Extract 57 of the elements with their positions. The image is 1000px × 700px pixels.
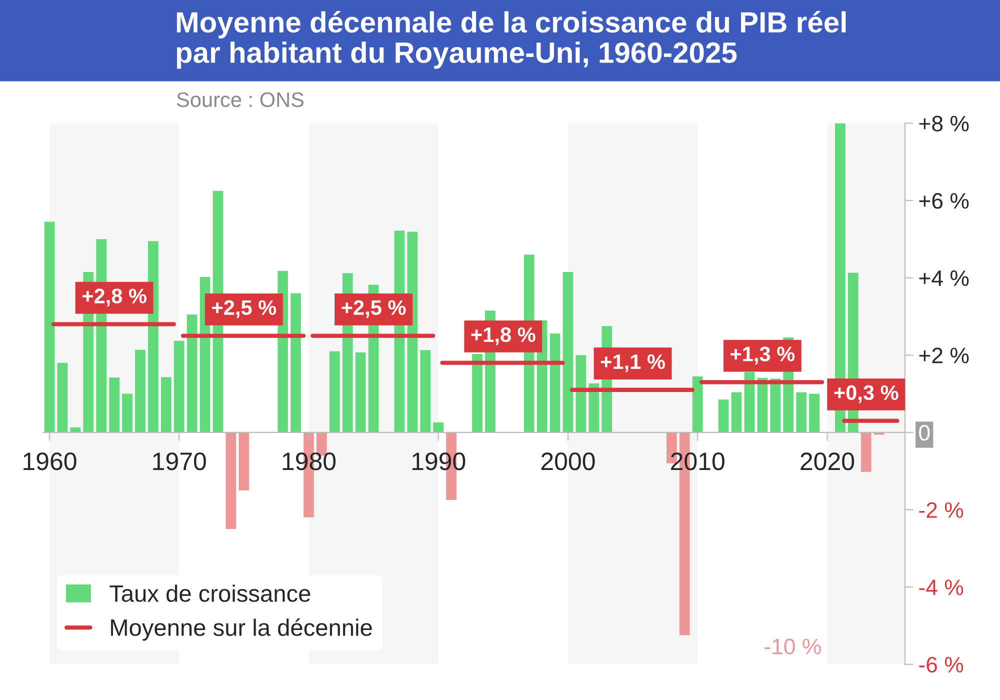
x-tick-label: 2010 — [671, 452, 724, 470]
source-note: Source : ONS — [176, 92, 304, 108]
bar — [550, 333, 560, 432]
bar — [796, 392, 806, 432]
bar — [692, 376, 703, 432]
bar — [860, 432, 872, 472]
bar — [731, 392, 742, 432]
bar — [355, 352, 366, 432]
bar — [433, 422, 444, 432]
x-tick-label: 2020 — [800, 452, 854, 470]
x-tick-label: 2000 — [541, 452, 595, 470]
x-tick-label: 1980 — [282, 452, 336, 470]
x-tick-label: 1970 — [153, 452, 206, 470]
bar — [186, 314, 198, 432]
y-tick-label: +4 % — [919, 270, 969, 286]
annotation: +1,8 % — [471, 327, 536, 346]
bar — [420, 350, 431, 432]
annotation: +2,5 % — [342, 300, 406, 318]
annotation: -10 % — [764, 638, 821, 654]
y-tick-label: +2 % — [919, 348, 969, 364]
y-tick-label: -6 % — [919, 656, 964, 673]
bar — [109, 378, 120, 432]
bar — [44, 222, 55, 432]
bar — [226, 432, 236, 530]
y-tick-label: +8 % — [919, 116, 969, 132]
bar — [329, 351, 340, 432]
bar — [809, 394, 820, 432]
x-tick-label: 1990 — [412, 452, 466, 470]
bar — [122, 394, 132, 432]
bar — [57, 362, 68, 432]
y-tick-label: +6 % — [919, 193, 969, 209]
bar — [562, 272, 574, 432]
annotation: +1,3 % — [730, 346, 795, 364]
bar — [770, 378, 781, 432]
chart-title: Moyenne décennale de la croissance du PIB réel par habitant du Royaume-Uni, 1960-2025 — [176, 11, 846, 69]
bar — [238, 432, 250, 490]
y-tick-label: -4 % — [919, 580, 964, 596]
legend-label: Moyenne sur la décennie — [111, 618, 372, 641]
bar — [70, 427, 81, 432]
annotation: +2,5 % — [212, 300, 276, 318]
bar — [576, 355, 586, 432]
bar — [135, 350, 146, 432]
y-tick-label: 0 — [919, 424, 930, 441]
bar — [718, 400, 729, 432]
x-tick-label: 1960 — [24, 452, 76, 470]
legend-label: Taux de croissance — [110, 584, 310, 602]
y-tick-label: -2 % — [919, 502, 964, 518]
annotation: +0,3 % — [834, 385, 898, 404]
bar — [160, 377, 172, 432]
bar — [290, 293, 301, 432]
bar — [744, 372, 755, 432]
bar — [588, 383, 600, 432]
annotation: +2,8 % — [82, 288, 146, 306]
bar — [174, 340, 184, 432]
bar — [757, 378, 768, 432]
bar — [472, 354, 482, 432]
annotation: +1,1 % — [600, 354, 665, 372]
